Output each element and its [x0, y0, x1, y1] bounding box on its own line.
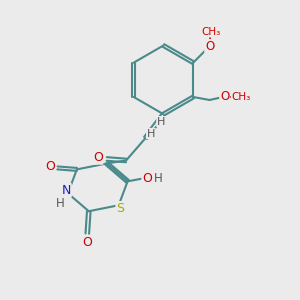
Text: S: S	[116, 202, 124, 215]
Text: O: O	[45, 160, 55, 173]
Text: CH₃: CH₃	[231, 92, 250, 102]
Text: H: H	[154, 172, 163, 185]
Text: H: H	[56, 197, 65, 210]
Text: CH₃: CH₃	[202, 27, 221, 37]
Text: O: O	[220, 91, 229, 103]
Text: H: H	[157, 117, 165, 127]
Text: N: N	[62, 184, 71, 197]
Text: O: O	[205, 40, 214, 53]
Text: O: O	[82, 236, 92, 249]
Text: H: H	[147, 129, 155, 139]
Text: O: O	[142, 172, 152, 185]
Text: O: O	[93, 151, 103, 164]
